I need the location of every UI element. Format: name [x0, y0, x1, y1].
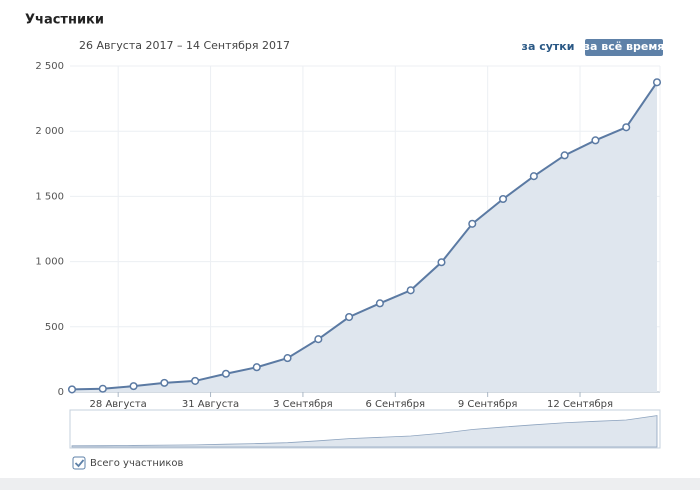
- period: 26 Августа 2017 – 14 Сентября 2017: [79, 39, 290, 52]
- day-button[interactable]: за сутки: [522, 40, 575, 53]
- point: [160, 378, 169, 387]
- point: [98, 384, 107, 393]
- line: [71, 81, 658, 391]
- x-tick-label: 3 Сентября: [273, 399, 333, 410]
- y-tick-label: 2 000: [35, 126, 64, 137]
- x-tick-label: 12 Сентября: [547, 399, 613, 410]
- x-tick-label: 28 Августа: [90, 399, 147, 410]
- point: [283, 354, 292, 363]
- point: [560, 151, 569, 160]
- x-tick-label: 31 Августа: [182, 399, 239, 410]
- point: [437, 258, 446, 267]
- checkmark: [74, 459, 85, 468]
- y-tick-label: 2 500: [35, 61, 64, 72]
- point: [591, 136, 600, 145]
- point: [622, 123, 631, 132]
- point: [252, 363, 261, 372]
- plot: 0 500 1 000 1 500 2 000 2 500 28 Августа 31 Авг…: [35, 61, 662, 448]
- title: Участники: [25, 13, 104, 28]
- point: [67, 385, 77, 394]
- all-time-button[interactable]: за всё время: [584, 40, 665, 53]
- navigator-area: [71, 415, 658, 448]
- checkbox[interactable]: [72, 456, 86, 470]
- footer-strip: [0, 478, 700, 490]
- point: [375, 299, 384, 308]
- point: [652, 78, 662, 87]
- point: [468, 219, 477, 228]
- y-tick-label: 1 500: [35, 191, 64, 202]
- legend-label[interactable]: Всего участников: [90, 458, 184, 469]
- x-tick-label: 6 Сентября: [365, 399, 425, 410]
- point: [191, 376, 200, 385]
- y-tick-label: 500: [45, 322, 64, 333]
- x-tick-label: 9 Сентября: [458, 399, 518, 410]
- point: [499, 194, 508, 204]
- point: [345, 312, 354, 322]
- area: [72, 82, 657, 393]
- point: [314, 335, 323, 344]
- point: [529, 172, 538, 181]
- y-tick-label: 1 000: [35, 257, 64, 268]
- point: [129, 382, 138, 391]
- all-time-button-bg[interactable]: [585, 39, 663, 56]
- point: [406, 286, 415, 295]
- navigator[interactable]: [69, 409, 661, 449]
- y-tick-label: 0: [58, 387, 64, 398]
- point: [221, 369, 230, 378]
